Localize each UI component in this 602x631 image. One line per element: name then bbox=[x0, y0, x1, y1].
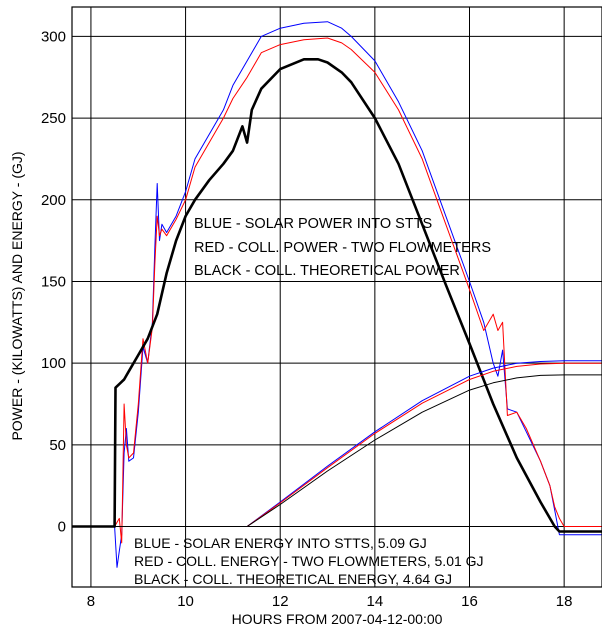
y-tick-label: 200 bbox=[41, 192, 66, 209]
y-tick-label: 250 bbox=[41, 110, 66, 127]
y-tick-label: 100 bbox=[41, 355, 66, 372]
series-lines bbox=[72, 21, 602, 568]
x-tick-label: 18 bbox=[556, 593, 573, 610]
grid bbox=[72, 7, 602, 587]
x-tick-label: 14 bbox=[367, 593, 384, 610]
legend-power-red: RED - COLL. POWER - TWO FLOWMETERS bbox=[194, 240, 491, 256]
legend-energy-blue: BLUE - SOLAR ENERGY INTO STTS, 5.09 GJ bbox=[134, 535, 427, 551]
y-tick-label: 50 bbox=[49, 437, 66, 454]
x-axis-label: HOURS FROM 2007-04-12-00:00 bbox=[232, 611, 443, 627]
x-tick-label: 16 bbox=[461, 593, 478, 610]
legend-power-blue: BLUE - SOLAR POWER INTO STTS bbox=[194, 216, 432, 232]
series-line-5 bbox=[72, 374, 602, 527]
energy-legend: BLUE - SOLAR ENERGY INTO STTS, 5.09 GJ R… bbox=[134, 535, 484, 587]
y-tick-label: 0 bbox=[58, 519, 66, 536]
plot-frame bbox=[71, 6, 602, 588]
legend-energy-black: BLACK - COLL. THEORETICAL ENERGY, 4.64 G… bbox=[134, 571, 452, 587]
power-legend: BLUE - SOLAR POWER INTO STTS RED - COLL.… bbox=[194, 216, 491, 279]
x-tick-label: 10 bbox=[177, 593, 194, 610]
y-tick-label: 300 bbox=[41, 28, 66, 45]
series-line-1 bbox=[72, 37, 602, 544]
legend-energy-red: RED - COLL. ENERGY - TWO FLOWMETERS, 5.0… bbox=[134, 553, 484, 569]
x-tick-label: 12 bbox=[272, 593, 289, 610]
legend-power-black: BLACK - COLL. THEORETICAL POWER bbox=[194, 263, 460, 279]
series-line-4 bbox=[72, 362, 602, 527]
y-tick-label: 150 bbox=[41, 273, 66, 290]
series-line-2 bbox=[72, 58, 602, 533]
tick-labels: 8 10 12 14 16 18 0 50 100 150 200 250 300 bbox=[41, 28, 573, 610]
y-axis-label: POWER - (KILOWATTS) AND ENERGY - (GJ) bbox=[9, 151, 25, 440]
series-line-3 bbox=[72, 360, 602, 527]
x-tick-label: 8 bbox=[87, 593, 95, 610]
